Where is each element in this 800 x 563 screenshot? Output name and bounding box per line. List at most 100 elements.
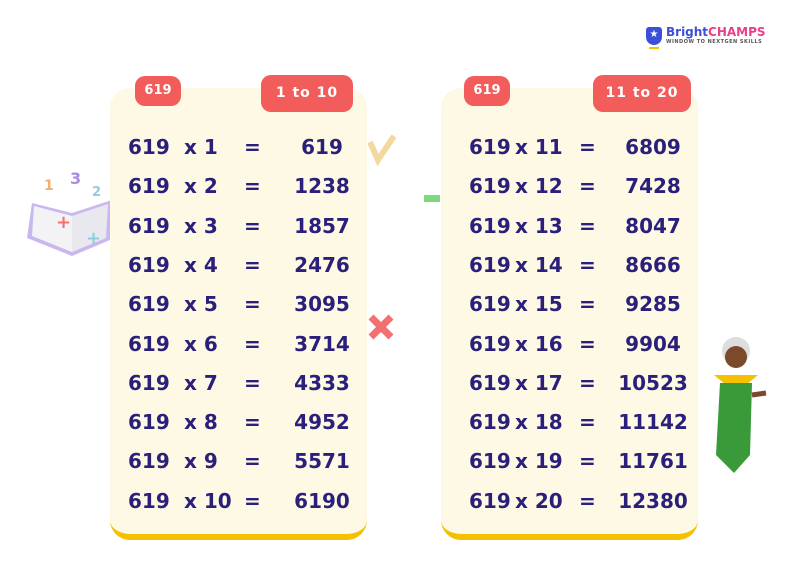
multiplicand: 619 bbox=[469, 252, 511, 277]
table-row: 619 x 2 = 1238 bbox=[110, 171, 367, 201]
multiplier: x 13 bbox=[515, 213, 563, 238]
product: 4333 bbox=[294, 370, 350, 395]
table-row: 619 x 18 = 11142 bbox=[441, 407, 698, 437]
multiplier: x 18 bbox=[515, 410, 563, 435]
table-row: 619 x 5 = 3095 bbox=[110, 289, 367, 319]
multiplier: x 4 bbox=[184, 252, 218, 277]
minus-shape-icon bbox=[424, 195, 440, 202]
multiplier: x 16 bbox=[515, 331, 563, 356]
svg-text:3: 3 bbox=[70, 169, 81, 188]
table-row: 619 x 1 = 619 bbox=[110, 132, 367, 162]
multiplier: x 19 bbox=[515, 449, 563, 474]
equals-sign: = bbox=[244, 410, 261, 435]
multiplicand: 619 bbox=[128, 488, 170, 513]
table-row: 619 x 7 = 4333 bbox=[110, 368, 367, 398]
multiplicand: 619 bbox=[469, 410, 511, 435]
multiplier: x 8 bbox=[184, 410, 218, 435]
product: 3714 bbox=[294, 331, 350, 356]
check-shape-icon bbox=[368, 134, 397, 167]
table-row: 619 x 11 = 6809 bbox=[441, 132, 698, 162]
multiplicand: 619 bbox=[469, 331, 511, 356]
equals-sign: = bbox=[579, 292, 596, 317]
equals-sign: = bbox=[244, 370, 261, 395]
multiplier: x 1 bbox=[184, 135, 218, 159]
multiplicand: 619 bbox=[128, 331, 170, 356]
multiplier: x 12 bbox=[515, 174, 563, 199]
multiplier: x 6 bbox=[184, 331, 218, 356]
equals-sign: = bbox=[579, 449, 596, 474]
product: 4952 bbox=[294, 410, 350, 435]
equals-sign: = bbox=[244, 488, 261, 513]
brand-name: BrightCHAMPS bbox=[666, 26, 766, 39]
multiplicand: 619 bbox=[128, 370, 170, 395]
book-illustration-icon: 1 3 2 + + bbox=[27, 169, 112, 256]
multiplier: x 10 bbox=[184, 488, 232, 513]
svg-text:+: + bbox=[86, 228, 101, 249]
multiplier: x 7 bbox=[184, 370, 218, 395]
equals-sign: = bbox=[579, 174, 596, 199]
multiplier: x 15 bbox=[515, 292, 563, 317]
product: 1857 bbox=[294, 213, 350, 238]
multiplier: x 2 bbox=[184, 174, 218, 199]
table-card-11-to-20: 619 11 to 20 619 x 11 = 6809 619 x 12 = 7428 619… bbox=[441, 75, 698, 540]
product: 12380 bbox=[618, 488, 688, 513]
equals-sign: = bbox=[579, 488, 596, 513]
product: 9904 bbox=[625, 331, 681, 356]
multiplier: x 14 bbox=[515, 252, 563, 277]
table-row: 619 x 6 = 3714 bbox=[110, 329, 367, 359]
table-row: 619 x 13 = 8047 bbox=[441, 211, 698, 241]
multiplier: x 5 bbox=[184, 292, 218, 317]
multiplier: x 3 bbox=[184, 213, 218, 238]
character-illustration-icon bbox=[714, 337, 767, 473]
multiplicand: 619 bbox=[128, 174, 170, 199]
product: 1238 bbox=[294, 174, 350, 199]
table-row: 619 x 14 = 8666 bbox=[441, 250, 698, 280]
multiplicand: 619 bbox=[128, 213, 170, 238]
equals-sign: = bbox=[579, 410, 596, 435]
table-row: 619 x 9 = 5571 bbox=[110, 446, 367, 476]
equals-sign: = bbox=[579, 331, 596, 356]
product: 2476 bbox=[294, 252, 350, 277]
product: 7428 bbox=[625, 174, 681, 199]
equals-sign: = bbox=[579, 213, 596, 238]
equals-sign: = bbox=[244, 252, 261, 277]
product: 10523 bbox=[618, 370, 688, 395]
equals-sign: = bbox=[579, 370, 596, 395]
product: 619 bbox=[301, 135, 343, 159]
multiplier: x 17 bbox=[515, 370, 563, 395]
table-card-1-to-10: 619 1 to 10 619 x 1 = 619 619 x 2 = 1238 619 x 3 =… bbox=[110, 75, 367, 540]
equals-sign: = bbox=[579, 135, 596, 159]
multiplicand: 619 bbox=[469, 213, 511, 238]
brand-part1: Bright bbox=[666, 25, 709, 39]
product: 8047 bbox=[625, 213, 681, 238]
table-row: 619 x 4 = 2476 bbox=[110, 250, 367, 280]
range-badge: 11 to 20 bbox=[593, 75, 691, 112]
product: 11761 bbox=[618, 449, 688, 474]
number-badge: 619 bbox=[135, 76, 181, 106]
table-row: 619 x 12 = 7428 bbox=[441, 171, 698, 201]
multiplicand: 619 bbox=[469, 174, 511, 199]
equals-sign: = bbox=[244, 292, 261, 317]
multiplicand: 619 bbox=[128, 449, 170, 474]
table-row: 619 x 20 = 12380 bbox=[441, 486, 698, 516]
multiplicand: 619 bbox=[128, 135, 170, 159]
brand-part2: CHAMPS bbox=[708, 25, 766, 39]
shield-star-icon: ★ bbox=[646, 26, 662, 49]
multiplicand: 619 bbox=[469, 488, 511, 513]
table-row: 619 x 17 = 10523 bbox=[441, 368, 698, 398]
table-row: 619 x 16 = 9904 bbox=[441, 329, 698, 359]
multiplicand: 619 bbox=[128, 410, 170, 435]
multiplicand: 619 bbox=[469, 370, 511, 395]
range-badge: 1 to 10 bbox=[261, 75, 353, 112]
product: 11142 bbox=[618, 410, 688, 435]
equals-sign: = bbox=[244, 135, 261, 159]
product: 3095 bbox=[294, 292, 350, 317]
multiplier: x 20 bbox=[515, 488, 563, 513]
product: 8666 bbox=[625, 252, 681, 277]
table-row: 619 x 8 = 4952 bbox=[110, 407, 367, 437]
equals-sign: = bbox=[244, 449, 261, 474]
multiplicand: 619 bbox=[128, 292, 170, 317]
equals-sign: = bbox=[244, 331, 261, 356]
table-row: 619 x 10 = 6190 bbox=[110, 486, 367, 516]
product: 9285 bbox=[625, 292, 681, 317]
